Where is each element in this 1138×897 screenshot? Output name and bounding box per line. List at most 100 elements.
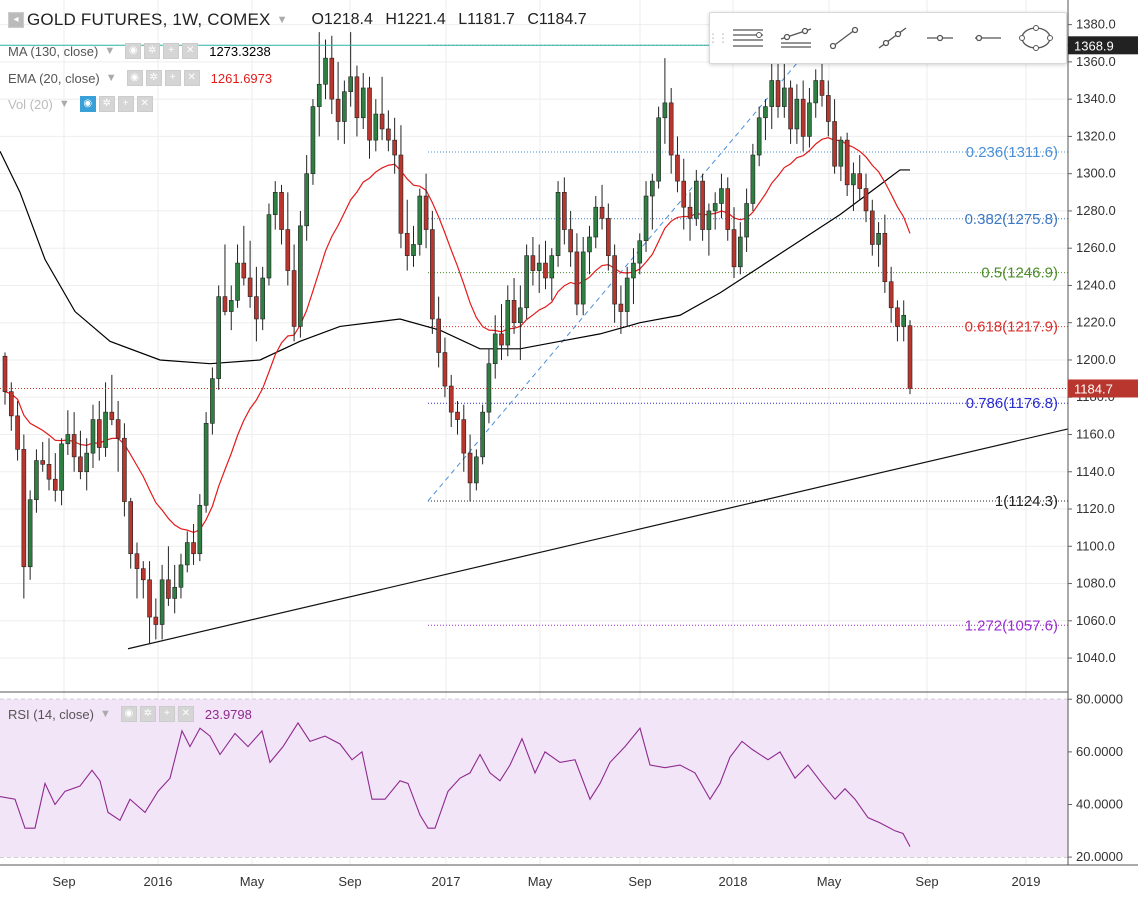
candle-body xyxy=(386,128,391,141)
fib-level-label: 0.236(1311.6) xyxy=(966,144,1058,161)
y-tick-label: 1320.0 xyxy=(1076,128,1116,143)
candle-body xyxy=(235,262,240,301)
candle-body xyxy=(442,352,448,387)
channel-icon[interactable] xyxy=(772,14,820,62)
chevron-down-icon[interactable]: ▼ xyxy=(58,98,70,110)
candle-body xyxy=(354,76,360,119)
candle-body xyxy=(222,296,228,312)
chevron-down-icon[interactable]: ▼ xyxy=(105,72,117,84)
trend-lines[interactable] xyxy=(0,387,1069,650)
horizontal-line-icon[interactable] xyxy=(964,14,1012,62)
ohlc-readout: O1218.4 H1221.4 L1181.7 C1184.7 xyxy=(311,11,594,29)
candle-body xyxy=(788,87,793,130)
ema-legend: EMA (20, close) ▼ ◉ ✲ + ✕ 1261.6973 xyxy=(8,70,272,86)
y-tick-label: 1160.0 xyxy=(1076,426,1115,441)
close-icon[interactable]: ✕ xyxy=(177,706,194,722)
candle-body xyxy=(650,180,655,197)
y-tick-label: 1080.0 xyxy=(1076,576,1116,591)
y-tick-label: 1360.0 xyxy=(1076,54,1116,69)
candle-body xyxy=(901,314,907,327)
candle-body xyxy=(140,568,146,581)
candle-body xyxy=(719,188,724,204)
eye-icon[interactable]: ◉ xyxy=(120,706,137,722)
candle-body xyxy=(606,218,611,256)
horizontal-lines-icon[interactable] xyxy=(724,14,772,62)
candle-body xyxy=(700,180,705,230)
candle-body xyxy=(712,203,718,212)
candle-body xyxy=(580,251,586,305)
gear-icon[interactable]: ✲ xyxy=(144,43,161,59)
low-value: L1181.7 xyxy=(458,11,515,28)
ma-label[interactable]: MA (130, close) xyxy=(8,43,99,59)
candle-body xyxy=(197,504,203,555)
trend-line-icon[interactable] xyxy=(820,14,868,62)
gear-icon[interactable]: ✲ xyxy=(139,706,156,722)
candle-body xyxy=(536,262,542,271)
close-icon[interactable]: ✕ xyxy=(136,96,153,112)
candle-body xyxy=(172,586,177,599)
close-icon[interactable]: ✕ xyxy=(182,43,199,59)
candle-body xyxy=(731,229,737,268)
vol-legend: Vol (20) ▼ ◉ ✲ + ✕ xyxy=(8,96,156,112)
ema-20-line xyxy=(4,137,911,534)
gear-icon[interactable]: ✲ xyxy=(145,70,162,86)
candle-body xyxy=(21,449,27,568)
close-icon[interactable]: ✕ xyxy=(183,70,200,86)
last-price-label: 1184.7 xyxy=(1074,381,1113,396)
chevron-down-icon[interactable]: ▼ xyxy=(104,45,116,57)
y-tick-label: 1280.0 xyxy=(1076,203,1116,218)
drag-handle-icon[interactable]: ⋮⋮ xyxy=(707,31,729,45)
rsi-line xyxy=(0,721,911,847)
candle-body xyxy=(379,113,385,130)
fibonacci-retracement[interactable]: 0.236(1311.6) 0.382(1275.8) 0.5(1246.9) 0.6… xyxy=(427,44,1068,634)
eye-icon[interactable]: ◉ xyxy=(125,43,142,59)
candle-body xyxy=(562,192,567,230)
ma-value: 1273.3238 xyxy=(209,43,271,59)
rsi-tick-label: 60.0000 xyxy=(1076,744,1123,759)
x-tick-label: 2018 xyxy=(719,874,748,889)
ray-icon[interactable] xyxy=(868,14,916,62)
plus-icon[interactable]: + xyxy=(164,70,181,86)
candle-body xyxy=(335,98,341,122)
ema-label[interactable]: EMA (20, close) xyxy=(8,70,100,86)
candle-body xyxy=(687,206,693,219)
chevron-down-icon[interactable]: ▼ xyxy=(276,14,288,26)
high-value: H1221.4 xyxy=(385,11,446,28)
candle-body xyxy=(593,206,599,238)
candle-body xyxy=(763,106,768,119)
eye-icon[interactable]: ◉ xyxy=(126,70,143,86)
gear-icon[interactable]: ✲ xyxy=(98,96,115,112)
candle-body xyxy=(46,464,52,480)
candle-body xyxy=(2,355,8,392)
candle-body xyxy=(738,236,743,268)
candle-body xyxy=(310,106,316,174)
rsi-label[interactable]: RSI (14, close) xyxy=(8,706,94,722)
vol-label[interactable]: Vol (20) xyxy=(8,96,53,112)
candle-body xyxy=(423,195,429,230)
candle-body xyxy=(574,251,580,305)
chevron-down-icon[interactable]: ▼ xyxy=(99,708,111,720)
candle-body xyxy=(775,80,781,107)
candle-body xyxy=(744,203,749,238)
horizontal-ray-icon[interactable] xyxy=(916,14,964,62)
candle-body xyxy=(505,300,511,346)
plus-icon[interactable]: + xyxy=(117,96,134,112)
y-tick-label: 1140.0 xyxy=(1076,464,1115,479)
y-tick-label: 1380.0 xyxy=(1076,17,1116,32)
x-tick-label: 2016 xyxy=(144,874,173,889)
collapse-icon[interactable]: ◂ xyxy=(8,12,24,28)
candle-body xyxy=(59,443,64,491)
plus-icon[interactable]: + xyxy=(158,706,175,722)
candle-body xyxy=(342,91,347,122)
plus-icon[interactable]: + xyxy=(163,43,180,59)
candle-body xyxy=(272,192,278,215)
y-tick-label: 1040.0 xyxy=(1076,650,1116,665)
candle-body xyxy=(851,173,856,186)
ellipse-icon[interactable] xyxy=(1012,14,1060,62)
eye-icon[interactable]: ◉ xyxy=(79,96,96,112)
candle-body xyxy=(216,296,221,379)
symbol-title[interactable]: GOLD FUTURES, 1W, COMEX xyxy=(27,10,271,29)
open-value: O1218.4 xyxy=(311,11,373,28)
